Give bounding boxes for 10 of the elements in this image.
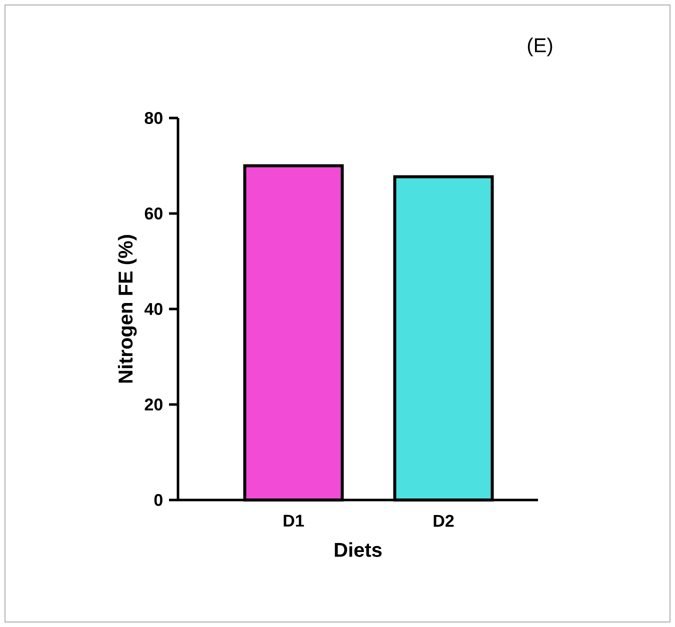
x-tick-label: D2 [434, 514, 454, 527]
y-tick-label: 20 [144, 398, 162, 411]
text: (E) [528, 38, 552, 56]
y-tick-label: 60 [144, 207, 162, 220]
y-axis-title: Nitrogen FE (%) [118, 235, 137, 383]
x-axis-title: Diets [334, 542, 382, 557]
y-tick-label: 80 [144, 112, 162, 124]
y-tick-label: 0 [154, 494, 162, 506]
y-tick-label: 40 [144, 302, 162, 316]
x-tick-label: D1 [284, 514, 304, 527]
